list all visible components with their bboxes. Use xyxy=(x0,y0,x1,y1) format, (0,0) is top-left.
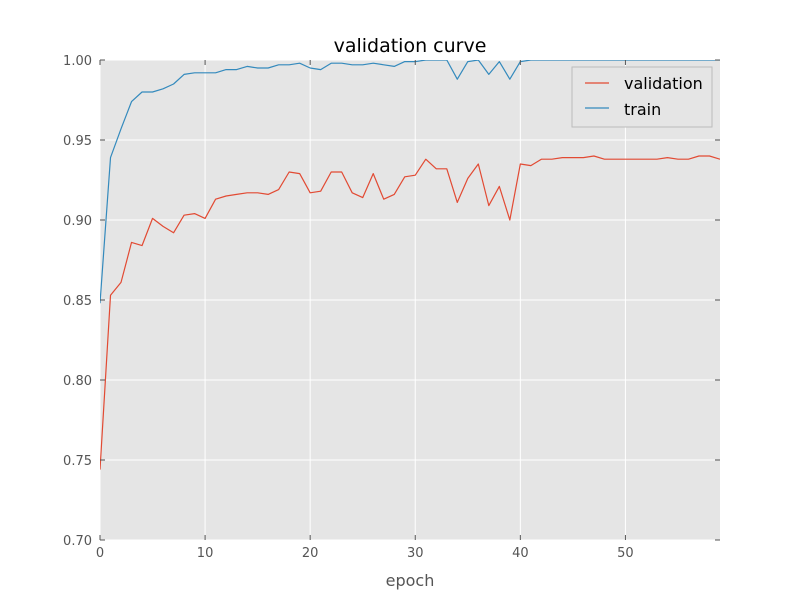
x-tick-label: 0 xyxy=(96,546,104,561)
axis-ticks: 0 10 20 30 40 50 0.70 0.75 0.80 0.85 0.90 0.95 1.00 xyxy=(63,54,720,561)
y-tick-label: 0.70 xyxy=(63,534,92,549)
legend: validation train xyxy=(571,66,713,128)
y-tick-label: 0.80 xyxy=(63,374,92,389)
y-tick-label: 0.85 xyxy=(63,294,92,309)
x-tick-label: 50 xyxy=(617,546,634,561)
series-line-validation xyxy=(100,155,720,470)
legend-box xyxy=(571,66,713,128)
legend-label-train: train xyxy=(624,100,661,119)
x-tick-label: 30 xyxy=(407,546,424,561)
x-tick-label: 10 xyxy=(197,546,214,561)
chart-title: validation curve xyxy=(334,35,487,57)
y-tick-label: 0.95 xyxy=(63,134,92,149)
x-tick-label: 20 xyxy=(302,546,319,561)
y-tick-label: 0.75 xyxy=(63,454,92,469)
x-tick-label: 40 xyxy=(512,546,529,561)
series-lines xyxy=(100,60,720,470)
y-tick-label: 1.00 xyxy=(63,54,92,69)
y-tick-label: 0.90 xyxy=(63,214,92,229)
series-line-train xyxy=(100,60,720,304)
x-axis-label: epoch xyxy=(386,571,435,590)
grid-lines xyxy=(99,59,720,541)
legend-label-validation: validation xyxy=(624,74,703,93)
